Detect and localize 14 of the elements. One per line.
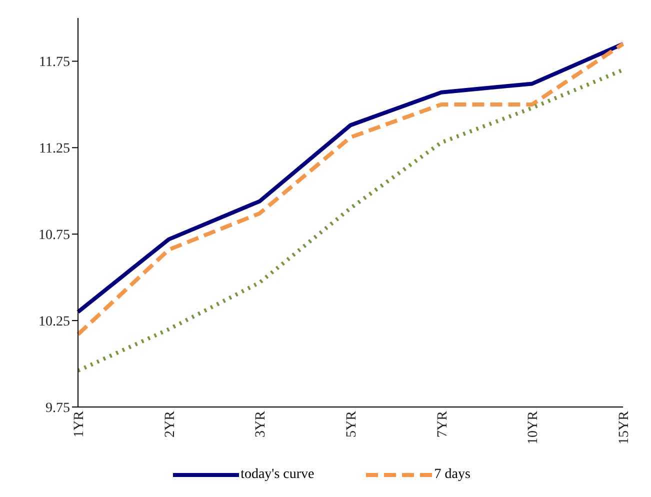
x-tick-label: 15YR <box>616 410 632 444</box>
x-tick-label: 10YR <box>526 410 542 444</box>
y-tick-label: 11.25 <box>39 142 70 157</box>
x-tick-label: 7YR <box>435 410 450 438</box>
legend-label: 7 days <box>434 467 470 483</box>
x-tick-label: 2YR <box>162 410 178 438</box>
y-tick-label: 10.75 <box>38 228 70 244</box>
x-tick-label: 5YR <box>344 410 360 438</box>
y-tick-label: 10.25 <box>38 314 70 330</box>
y-tick-label: 9.75 <box>46 400 70 416</box>
x-tick-label: 1YR <box>72 410 87 438</box>
x-tick-label: 3YR <box>254 410 269 438</box>
y-tick-label: 11.75 <box>39 55 70 70</box>
legend-label: today's curve <box>240 467 314 483</box>
